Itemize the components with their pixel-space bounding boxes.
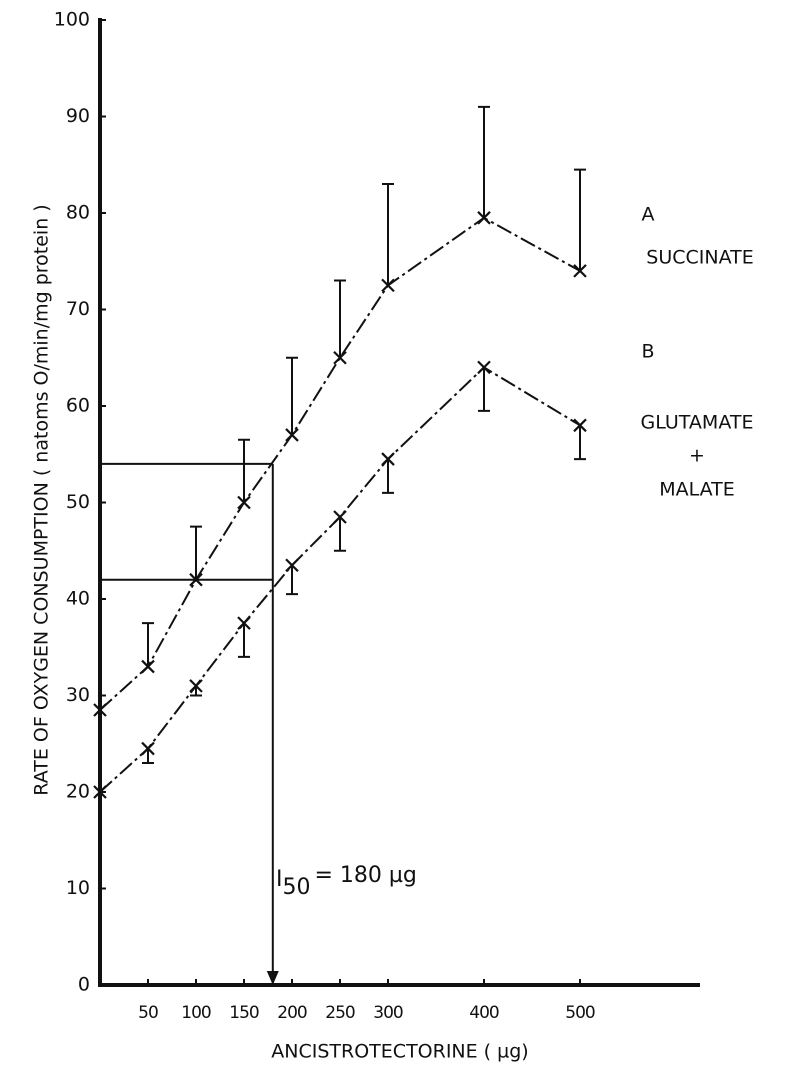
error-bar: [478, 105, 490, 218]
x-tick-label: 150: [229, 1003, 259, 1023]
series-name: GLUTAMATE: [641, 412, 754, 434]
error-bar: [142, 622, 154, 667]
error-bar: [574, 168, 586, 271]
error-bar: [382, 183, 394, 286]
y-tick-label: 30: [66, 684, 90, 706]
y-tick-label: 90: [66, 105, 90, 127]
x-tick-label: 200: [277, 1003, 307, 1023]
error-bar: [478, 367, 490, 412]
y-axis-label: RATE OF OXYGEN CONSUMPTION ( natoms O/mi…: [31, 204, 53, 795]
error-bar: [286, 565, 298, 596]
x-axis-label: ANCISTROTECTORINE ( µg): [271, 1041, 528, 1063]
error-bar: [238, 623, 250, 658]
y-tick-label: 40: [66, 588, 90, 610]
y-tick-label: 60: [66, 395, 90, 417]
annotation-symbol: I: [276, 867, 283, 892]
error-bar: [334, 516, 346, 552]
error-bar: [190, 685, 202, 697]
series-label: B: [641, 341, 654, 363]
y-tick-label: 50: [66, 491, 90, 513]
y-tick-label: 0: [78, 974, 90, 996]
series-name: +: [689, 445, 705, 467]
data-point: [93, 785, 107, 799]
reference-arrow: [266, 971, 279, 985]
x-tick-label: 50: [138, 1003, 158, 1023]
series-name: SUCCINATE: [646, 247, 753, 269]
error-bar: [382, 459, 394, 494]
x-tick-label: 400: [469, 1003, 499, 1023]
x-tick-label: 100: [181, 1003, 211, 1023]
x-tick-label: 500: [565, 1003, 595, 1023]
series-label: A: [642, 204, 655, 226]
annotation-subscript: 50: [283, 875, 311, 900]
error-bar: [574, 425, 586, 461]
y-tick-label: 20: [66, 781, 90, 803]
error-bar: [190, 525, 202, 580]
annotation-text: = 180 µg: [315, 863, 417, 888]
data-point: [93, 703, 107, 717]
y-tick-label: 100: [54, 9, 90, 31]
error-bar: [286, 356, 298, 435]
annotation: I50 = 180 µg: [276, 863, 417, 900]
error-bar: [142, 748, 154, 765]
y-tick-label: 80: [66, 202, 90, 224]
y-tick-label: 10: [66, 877, 90, 899]
error-bar: [238, 438, 250, 503]
x-tick-label: 300: [373, 1003, 403, 1023]
y-tick-label: 70: [66, 298, 90, 320]
error-bar: [334, 279, 346, 358]
x-tick-label: 250: [325, 1003, 355, 1023]
series-name: MALATE: [659, 479, 735, 501]
